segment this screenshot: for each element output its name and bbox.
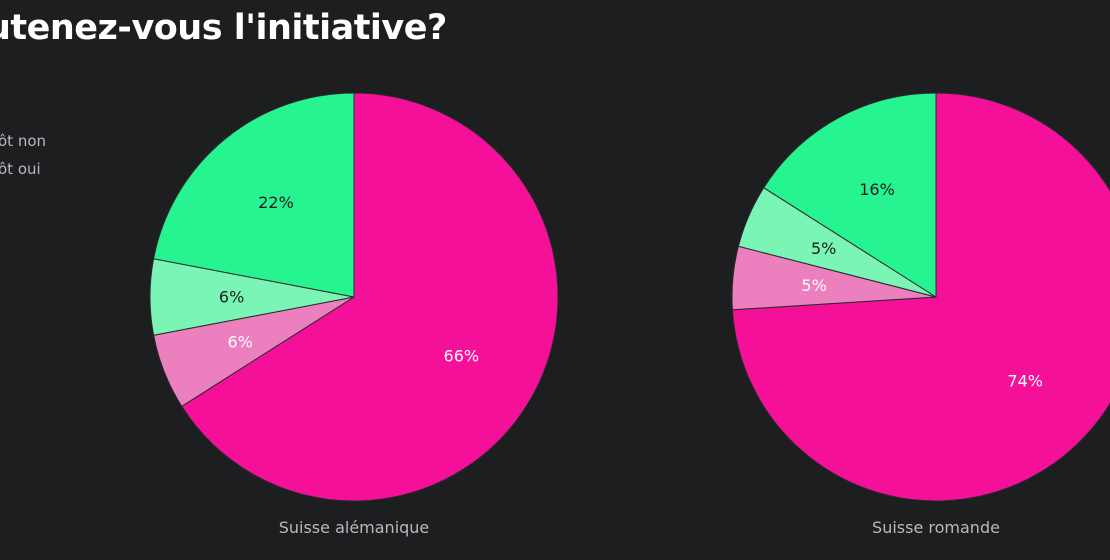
pie-caption: Suisse romande xyxy=(872,518,1000,537)
legend-item-plutot-non[interactable]: ôt non xyxy=(0,132,47,150)
legend: ôt non ôt oui xyxy=(0,130,46,186)
chart-title: utenez-vous l'initiative? xyxy=(0,8,447,48)
slice-value-label: 5% xyxy=(801,276,826,295)
slice-value-label: 74% xyxy=(1007,371,1043,390)
pie-slice[interactable] xyxy=(763,92,937,298)
pie-slice[interactable] xyxy=(731,92,1110,502)
pie-chart-suisse-alemanique: 66% 6% 6% 22% Suisse alémanique xyxy=(149,92,559,537)
pie-slice[interactable] xyxy=(181,92,559,502)
legend-item-plutot-oui[interactable]: ôt oui xyxy=(0,160,41,178)
pie-caption: Suisse alémanique xyxy=(279,518,430,537)
slice-value-label: 6% xyxy=(219,288,244,307)
pie-chart-suisse-romande: 74% 5% 5% 16% Suisse romande xyxy=(731,92,1110,537)
slice-value-label: 6% xyxy=(228,333,253,352)
slice-value-label: 5% xyxy=(811,239,836,258)
slice-value-label: 22% xyxy=(258,193,294,212)
slice-value-label: 16% xyxy=(859,180,895,199)
slice-value-label: 66% xyxy=(444,347,480,366)
pie-slice[interactable] xyxy=(153,92,355,298)
